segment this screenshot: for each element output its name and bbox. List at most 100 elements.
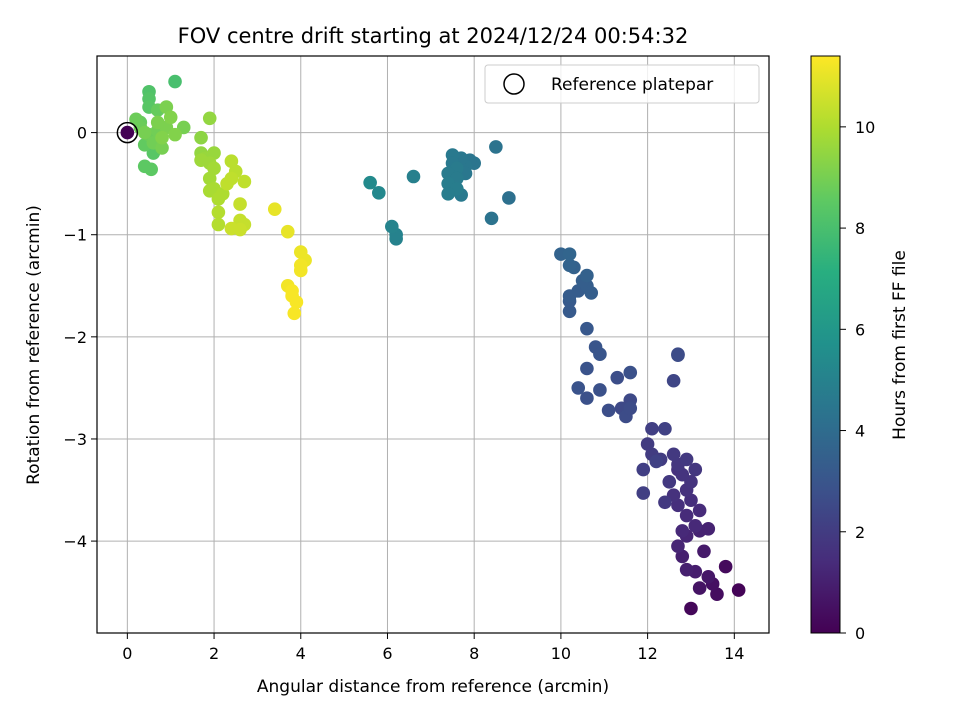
data-point: [658, 421, 672, 436]
y-tick-label: 0: [77, 124, 87, 143]
data-point: [692, 581, 707, 595]
data-point: [666, 373, 681, 388]
data-point: [137, 159, 152, 174]
x-tick-label: 12: [637, 644, 657, 663]
data-point: [280, 224, 295, 239]
data-point: [623, 365, 638, 380]
data-point: [731, 583, 746, 597]
x-tick-label: 2: [209, 644, 219, 663]
data-point: [211, 217, 226, 232]
data-point: [662, 475, 677, 489]
data-point: [688, 518, 703, 533]
data-point: [224, 221, 239, 236]
colorbar-ticks: 0 2 4 6 8 10: [840, 118, 875, 643]
data-point: [610, 370, 625, 385]
grid-lines: [97, 56, 769, 633]
data-point: [372, 186, 386, 200]
data-point: [718, 559, 733, 574]
data-point: [675, 467, 690, 482]
data-point: [224, 171, 239, 186]
data-point: [489, 140, 503, 154]
data-point: [684, 601, 698, 616]
data-point: [287, 306, 302, 321]
data-point: [679, 452, 694, 467]
data-point: [224, 154, 239, 168]
data-point: [363, 175, 377, 190]
chart-title: FOV centre drift starting at 2024/12/24 …: [178, 24, 689, 48]
data-point: [406, 169, 421, 184]
data-point: [593, 347, 607, 362]
data-point: [684, 493, 698, 508]
data-point: [168, 127, 182, 142]
data-point: [580, 391, 594, 405]
data-point: [571, 381, 586, 395]
y-tick-label: −1: [63, 226, 87, 245]
data-point: [155, 141, 169, 155]
data-point: [137, 125, 152, 140]
data-point: [679, 562, 694, 577]
data-point: [120, 125, 135, 140]
data-point: [671, 348, 685, 363]
data-point: [658, 495, 672, 510]
data-point: [194, 130, 208, 145]
y-axis-ticks: 0 −1 −2 −3 −4: [63, 124, 97, 551]
x-tick-label: 8: [469, 644, 479, 663]
plot-frame: [96, 55, 770, 634]
data-point: [636, 486, 651, 500]
data-point: [666, 447, 681, 462]
data-point: [155, 130, 169, 145]
data-point: [675, 524, 690, 538]
legend-marker-icon: [503, 73, 525, 95]
reference-marker: [116, 121, 139, 144]
data-point: [237, 174, 252, 189]
data-point: [692, 503, 707, 518]
x-tick-label: 4: [296, 644, 306, 663]
x-axis-ticks: 0 2 4 6 8 10 12 14: [122, 633, 744, 663]
reference-marker-group: [116, 121, 139, 144]
data-point: [710, 587, 724, 601]
data-point: [593, 383, 607, 397]
data-point: [207, 161, 221, 176]
data-point: [645, 421, 659, 436]
colorbar-tick-label: 10: [855, 118, 875, 137]
colorbar-tick-label: 6: [855, 320, 865, 339]
data-point: [163, 110, 178, 125]
data-point: [159, 100, 174, 114]
y-axis-label: Rotation from reference (arcmin): [24, 205, 44, 485]
x-axis-label: Angular distance from reference (arcmin): [257, 677, 609, 697]
x-tick-label: 14: [724, 644, 744, 663]
colorbar: [810, 55, 841, 634]
data-point: [688, 462, 703, 477]
data-point: [671, 539, 685, 553]
data-point: [267, 202, 282, 216]
data-point: [580, 268, 594, 283]
x-tick-label: 6: [382, 644, 392, 663]
data-point: [293, 263, 308, 278]
data-point: [207, 146, 221, 160]
data-point: [211, 205, 226, 220]
data-point: [441, 187, 455, 201]
data-point: [168, 74, 182, 89]
data-point: [202, 171, 217, 186]
y-tick-label: −3: [63, 430, 87, 449]
data-point: [484, 211, 499, 226]
x-tick-label: 10: [551, 644, 571, 663]
data-point: [194, 153, 208, 167]
data-point: [150, 115, 165, 130]
data-point: [671, 498, 685, 513]
data-point: [679, 508, 694, 523]
data-point: [562, 258, 577, 273]
legend-box: [484, 64, 760, 104]
data-point: [202, 184, 217, 198]
colorbar-tick-label: 0: [855, 624, 865, 643]
data-point: [385, 219, 399, 234]
data-point: [675, 549, 690, 564]
colorbar-tick-label: 4: [855, 422, 865, 441]
data-point: [701, 570, 716, 584]
data-point: [623, 401, 638, 416]
data-point: [562, 247, 577, 261]
data-point: [601, 403, 616, 418]
data-point: [502, 191, 516, 205]
colorbar-label: Hours from first FF file: [890, 250, 910, 440]
